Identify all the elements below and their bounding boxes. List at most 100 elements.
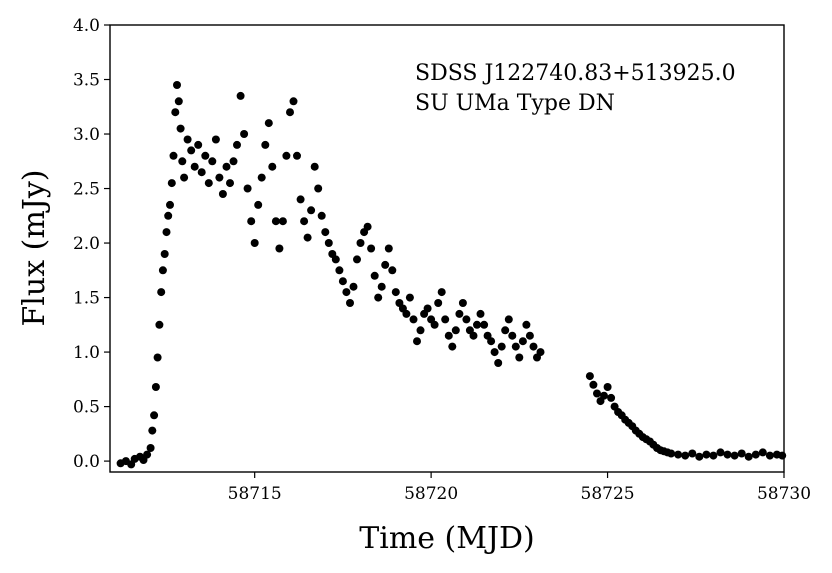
- data-point: [469, 331, 478, 340]
- data-point: [150, 411, 159, 420]
- data-point: [603, 383, 612, 391]
- data-point: [751, 450, 760, 459]
- data-point: [384, 244, 393, 253]
- data-point: [455, 309, 464, 318]
- data-point: [153, 353, 162, 362]
- data-point: [349, 282, 358, 291]
- data-point: [201, 151, 210, 160]
- data-point: [448, 342, 457, 351]
- data-point: [233, 140, 241, 149]
- data-point: [148, 426, 157, 435]
- data-point: [250, 239, 259, 247]
- data-point: [480, 320, 489, 329]
- data-point: [504, 315, 513, 324]
- data-point: [409, 315, 418, 324]
- data-point: [218, 190, 227, 198]
- y-tick-label: 0.5: [73, 398, 100, 418]
- data-point: [286, 108, 294, 117]
- data-points: [116, 81, 787, 469]
- data-point: [508, 331, 517, 340]
- data-point: [236, 91, 245, 100]
- data-point: [381, 260, 390, 269]
- data-point: [473, 320, 481, 329]
- data-point: [430, 320, 439, 329]
- data-point: [423, 304, 432, 313]
- data-point: [695, 452, 704, 461]
- annotation-object-type: SU UMa Type DN: [415, 91, 615, 116]
- data-point: [146, 444, 155, 452]
- data-point: [293, 151, 301, 160]
- data-point: [167, 179, 176, 188]
- data-point: [730, 451, 739, 460]
- data-point: [709, 451, 718, 460]
- data-point: [522, 320, 531, 329]
- data-point: [180, 173, 189, 182]
- data-point: [363, 222, 372, 231]
- data-point: [765, 451, 774, 460]
- data-point: [511, 342, 520, 351]
- data-point: [173, 81, 181, 89]
- data-point: [593, 389, 601, 398]
- y-tick-label: 1.0: [73, 343, 100, 363]
- data-point: [162, 228, 171, 237]
- data-point: [171, 108, 180, 117]
- data-point: [174, 97, 183, 106]
- y-tick-label: 4.0: [73, 16, 100, 36]
- data-point: [462, 315, 471, 324]
- data-point: [737, 449, 746, 458]
- data-point: [494, 359, 503, 367]
- data-point: [166, 200, 174, 209]
- data-point: [296, 195, 305, 204]
- data-point: [335, 266, 344, 275]
- data-point: [437, 288, 446, 297]
- data-point: [157, 288, 166, 297]
- y-tick-label: 3.0: [73, 125, 100, 145]
- data-point: [342, 288, 351, 297]
- data-point: [307, 206, 316, 215]
- data-point: [264, 119, 273, 128]
- data-point: [667, 449, 676, 458]
- data-point: [518, 337, 527, 346]
- data-point: [681, 451, 690, 460]
- data-point: [367, 244, 376, 253]
- y-tick-label: 3.5: [73, 71, 100, 91]
- data-point: [723, 450, 732, 459]
- data-point: [187, 146, 196, 155]
- data-point: [257, 173, 266, 182]
- data-point: [158, 266, 167, 275]
- data-point: [151, 383, 160, 391]
- data-point: [490, 348, 499, 357]
- data-point: [476, 309, 485, 318]
- y-tick-label: 0.0: [73, 452, 100, 472]
- x-tick-label: 58720: [404, 484, 458, 504]
- data-point: [487, 337, 496, 346]
- x-axis-label: Time (MJD): [359, 521, 535, 556]
- data-point: [497, 342, 506, 351]
- x-tick-label: 58725: [581, 484, 635, 504]
- data-point: [208, 157, 217, 166]
- data-point: [247, 217, 256, 226]
- data-point: [346, 299, 354, 307]
- data-point: [370, 271, 379, 280]
- data-point: [444, 331, 453, 340]
- data-point: [525, 331, 534, 340]
- data-point: [254, 200, 263, 209]
- data-point: [275, 244, 284, 253]
- data-point: [674, 450, 683, 459]
- data-point: [324, 239, 333, 247]
- data-point: [515, 353, 524, 362]
- data-point: [405, 293, 414, 302]
- data-point: [310, 162, 319, 171]
- y-axis-label: Flux (mJy): [17, 169, 52, 326]
- data-point: [416, 326, 425, 335]
- data-point: [388, 266, 397, 275]
- data-point: [716, 448, 725, 457]
- data-point: [391, 288, 400, 297]
- data-point: [289, 97, 298, 106]
- data-point: [607, 393, 616, 402]
- data-point: [778, 451, 787, 460]
- data-point: [702, 450, 711, 459]
- data-point: [143, 450, 152, 459]
- data-point: [261, 140, 270, 149]
